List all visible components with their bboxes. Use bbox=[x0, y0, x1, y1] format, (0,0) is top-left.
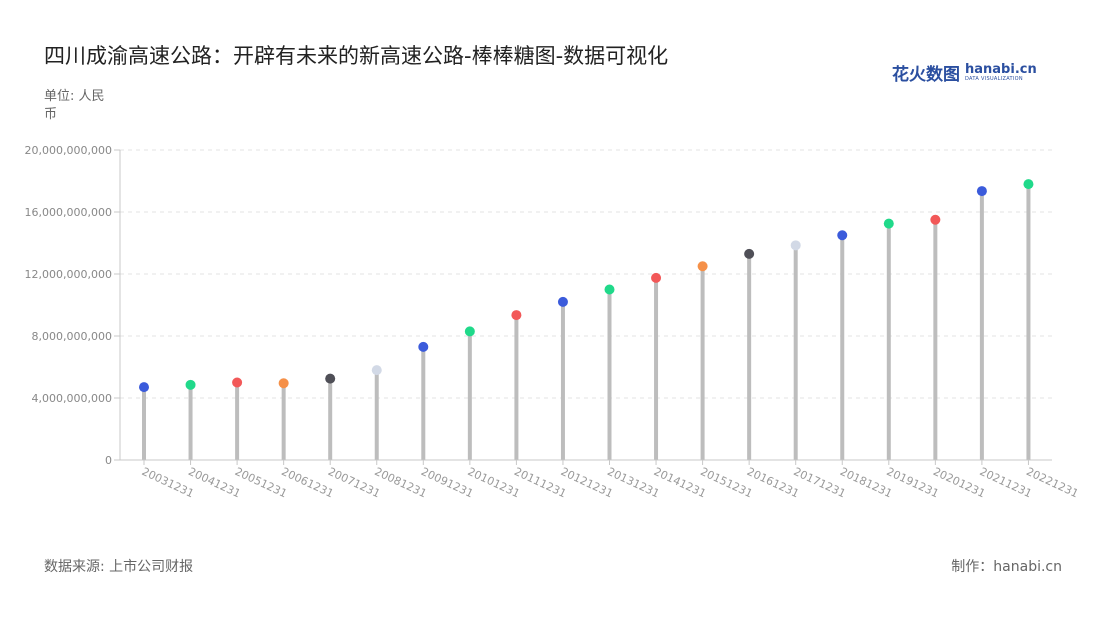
lollipop-dot bbox=[464, 326, 475, 337]
lollipop-dot bbox=[744, 248, 755, 259]
lollipop-dot bbox=[418, 341, 429, 352]
lollipop-dot bbox=[604, 284, 615, 295]
x-tick-label: 20171231 bbox=[791, 465, 847, 500]
lollipop-dot bbox=[651, 272, 662, 283]
y-tick-label: 8,000,000,000 bbox=[32, 330, 112, 343]
lollipop-dot bbox=[557, 296, 568, 307]
logo-en-block: hanabi.cn DATA VISUALIZATION bbox=[965, 63, 1037, 82]
x-tick-label: 20191231 bbox=[885, 465, 941, 500]
maker-credit: 制作：hanabi.cn bbox=[951, 559, 1062, 575]
lollipop-dot bbox=[371, 365, 382, 376]
lollipop-dot bbox=[325, 373, 336, 384]
lollipop-dot bbox=[1023, 179, 1034, 190]
y-tick-label: 0 bbox=[105, 454, 112, 467]
lollipop-dot bbox=[139, 382, 149, 393]
lollipop-dot bbox=[976, 186, 987, 197]
y-tick-label: 16,000,000,000 bbox=[25, 206, 112, 219]
logo-sub-text: DATA VISUALIZATION bbox=[965, 76, 1023, 82]
lollipop-dot bbox=[883, 218, 894, 229]
lollipop-dot bbox=[790, 240, 801, 251]
x-tick-label: 20111231 bbox=[512, 465, 568, 500]
x-tick-label: 20071231 bbox=[326, 465, 382, 500]
x-axis: 2003123120041231200512312006123120071231… bbox=[120, 459, 1080, 500]
x-tick-label: 20221231 bbox=[1024, 465, 1080, 500]
x-tick-label: 20161231 bbox=[745, 465, 801, 500]
logo-en-text: hanabi.cn bbox=[965, 62, 1037, 77]
x-tick-label: 20151231 bbox=[698, 465, 754, 500]
lollipop-dot bbox=[930, 214, 941, 225]
x-tick-label: 20201231 bbox=[931, 465, 987, 500]
lollipop-dot bbox=[278, 378, 289, 389]
unit-label: 单位: 人民币 bbox=[44, 89, 105, 122]
brand-logo: 花火数图 hanabi.cn DATA VISUALIZATION bbox=[892, 60, 1037, 85]
stick-layer bbox=[142, 184, 1031, 460]
lollipop-dot bbox=[511, 310, 522, 321]
y-tick-label: 4,000,000,000 bbox=[32, 392, 112, 405]
lollipop-dot bbox=[697, 261, 708, 272]
x-tick-label: 20101231 bbox=[466, 465, 522, 500]
dot-layer bbox=[139, 179, 1034, 393]
y-axis: 0 4,000,000,000 8,000,000,000 12,000,000,00… bbox=[25, 144, 121, 467]
x-tick-label: 20211231 bbox=[978, 465, 1034, 500]
y-tick-label: 20,000,000,000 bbox=[25, 144, 112, 157]
x-tick-label: 20091231 bbox=[419, 465, 475, 500]
lollipop-dot bbox=[232, 377, 243, 388]
x-tick-label: 20051231 bbox=[233, 465, 289, 500]
x-tick-label: 20061231 bbox=[279, 465, 335, 500]
grid-layer bbox=[120, 149, 1052, 399]
logo-cn-text: 花火数图 bbox=[892, 65, 960, 85]
x-tick-label: 20031231 bbox=[140, 465, 196, 500]
lollipop-dot bbox=[837, 230, 848, 241]
lollipop-dot bbox=[185, 379, 196, 390]
x-tick-label: 20131231 bbox=[605, 465, 661, 500]
x-tick-label: 20041231 bbox=[186, 465, 242, 500]
x-tick-label: 20081231 bbox=[372, 465, 428, 500]
data-source: 数据来源: 上市公司财报 bbox=[44, 559, 194, 575]
x-tick-label: 20121231 bbox=[559, 465, 615, 500]
x-tick-label: 20181231 bbox=[838, 465, 894, 500]
x-tick-label: 20141231 bbox=[652, 465, 708, 500]
chart-title: 四川成渝高速公路：开辟有未来的新高速公路-棒棒糖图-数据可视化 bbox=[44, 44, 669, 68]
y-tick-label: 12,000,000,000 bbox=[25, 268, 112, 281]
